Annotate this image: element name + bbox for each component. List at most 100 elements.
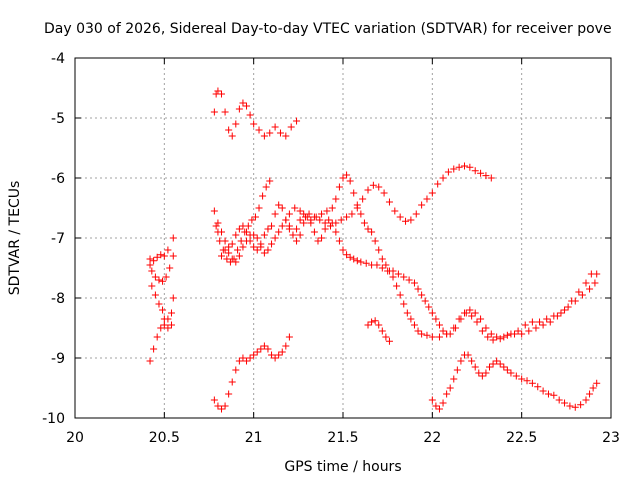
data-point: [482, 324, 490, 332]
data-point: [407, 216, 415, 224]
data-point: [296, 216, 304, 224]
data-point: [378, 327, 386, 335]
data-point: [466, 163, 474, 171]
data-point: [534, 383, 542, 391]
data-point: [473, 318, 481, 326]
data-point: [167, 309, 175, 317]
data-point: [486, 363, 494, 371]
data-point: [243, 102, 251, 110]
data-point: [253, 348, 261, 356]
data-point: [364, 186, 372, 194]
data-point: [328, 219, 336, 227]
data-point: [512, 372, 520, 380]
data-point: [260, 132, 268, 140]
data-point: [375, 246, 383, 254]
data-point: [169, 294, 177, 302]
data-point: [157, 324, 165, 332]
series-arc-1: [146, 315, 175, 365]
data-point: [400, 300, 408, 308]
data-point: [160, 252, 168, 260]
data-point: [410, 321, 418, 329]
data-point: [575, 288, 583, 296]
data-point: [555, 396, 563, 404]
data-point: [418, 291, 426, 299]
data-point: [368, 228, 376, 236]
x-tick-label: 22: [423, 430, 441, 446]
series-arc-5: [210, 87, 301, 140]
data-point: [410, 279, 418, 287]
data-point: [218, 228, 226, 236]
data-point: [300, 219, 308, 227]
data-point: [160, 321, 168, 329]
data-point: [266, 177, 274, 185]
series-arc-8: [214, 162, 495, 254]
data-point: [282, 216, 290, 224]
data-point: [400, 273, 408, 281]
data-point: [289, 231, 297, 239]
data-point: [296, 207, 304, 215]
data-point: [407, 315, 415, 323]
data-point: [218, 252, 226, 260]
data-point: [450, 375, 458, 383]
data-point: [328, 204, 336, 212]
data-point: [444, 168, 452, 176]
data-point: [553, 312, 561, 320]
data-point: [369, 181, 377, 189]
data-point: [164, 246, 172, 254]
data-point: [268, 240, 276, 248]
data-point: [210, 108, 218, 116]
data-point: [589, 384, 597, 392]
data-point: [514, 327, 522, 335]
data-point: [159, 277, 167, 285]
data-point: [435, 321, 443, 329]
data-point: [425, 303, 433, 311]
data-point: [318, 234, 326, 242]
data-point: [239, 222, 247, 230]
data-point: [268, 222, 276, 230]
data-point: [389, 273, 397, 281]
data-point: [339, 246, 347, 254]
data-point: [232, 120, 240, 128]
data-point: [487, 330, 495, 338]
data-point: [464, 351, 472, 359]
data-point: [293, 225, 301, 233]
data-point: [457, 357, 465, 365]
data-point: [260, 231, 268, 239]
data-point: [293, 237, 301, 245]
data-point: [343, 213, 351, 221]
data-point: [478, 372, 486, 380]
data-point: [214, 402, 222, 410]
data-point: [457, 315, 465, 323]
y-tick-label: -8: [51, 291, 65, 307]
data-point: [151, 273, 159, 281]
data-point: [285, 210, 293, 218]
data-point: [446, 384, 454, 392]
data-point: [446, 330, 454, 338]
data-point: [455, 163, 463, 171]
data-point: [577, 401, 585, 409]
data-point: [523, 377, 531, 385]
data-point: [332, 228, 340, 236]
data-point: [257, 240, 265, 248]
data-point: [321, 225, 329, 233]
series-arc-7: [218, 171, 599, 341]
data-point: [391, 207, 399, 215]
data-point: [582, 396, 590, 404]
data-point: [385, 198, 393, 206]
data-point: [434, 180, 442, 188]
data-point: [310, 228, 318, 236]
y-tick-label: -5: [51, 111, 65, 127]
data-point: [450, 165, 458, 173]
data-point: [428, 333, 436, 341]
data-point: [255, 204, 263, 212]
data-point: [232, 258, 240, 266]
data-point: [150, 345, 158, 353]
data-point: [525, 327, 533, 335]
data-point: [164, 324, 172, 332]
data-point: [310, 213, 318, 221]
data-point: [550, 391, 558, 399]
y-tick-label: -6: [51, 171, 65, 187]
data-point: [475, 369, 483, 377]
data-point: [471, 167, 479, 175]
